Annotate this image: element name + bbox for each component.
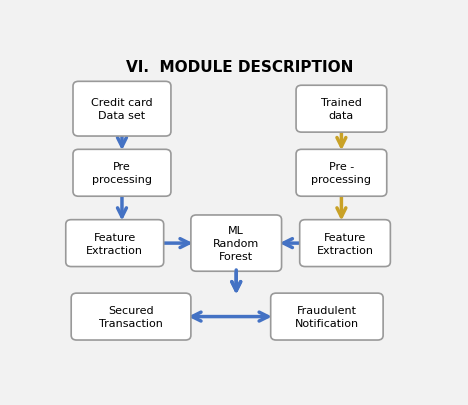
FancyBboxPatch shape — [271, 293, 383, 340]
FancyBboxPatch shape — [296, 86, 387, 133]
Text: Pre
processing: Pre processing — [92, 162, 152, 185]
FancyBboxPatch shape — [191, 215, 282, 272]
Text: ML
Random
Forest: ML Random Forest — [213, 226, 259, 261]
Text: Fraudulent
Notification: Fraudulent Notification — [295, 305, 359, 328]
FancyBboxPatch shape — [296, 150, 387, 197]
Text: VI.  MODULE DESCRIPTION: VI. MODULE DESCRIPTION — [126, 60, 353, 75]
Text: Trained
data: Trained data — [321, 98, 362, 121]
Text: Pre -
processing: Pre - processing — [311, 162, 372, 185]
Text: Feature
Extraction: Feature Extraction — [86, 232, 143, 255]
FancyBboxPatch shape — [73, 150, 171, 197]
Text: Credit card
Data set: Credit card Data set — [91, 98, 153, 121]
FancyBboxPatch shape — [300, 220, 390, 267]
Text: Secured
Transaction: Secured Transaction — [99, 305, 163, 328]
FancyBboxPatch shape — [73, 82, 171, 137]
Text: Feature
Extraction: Feature Extraction — [316, 232, 373, 255]
FancyBboxPatch shape — [66, 220, 164, 267]
FancyBboxPatch shape — [71, 293, 191, 340]
